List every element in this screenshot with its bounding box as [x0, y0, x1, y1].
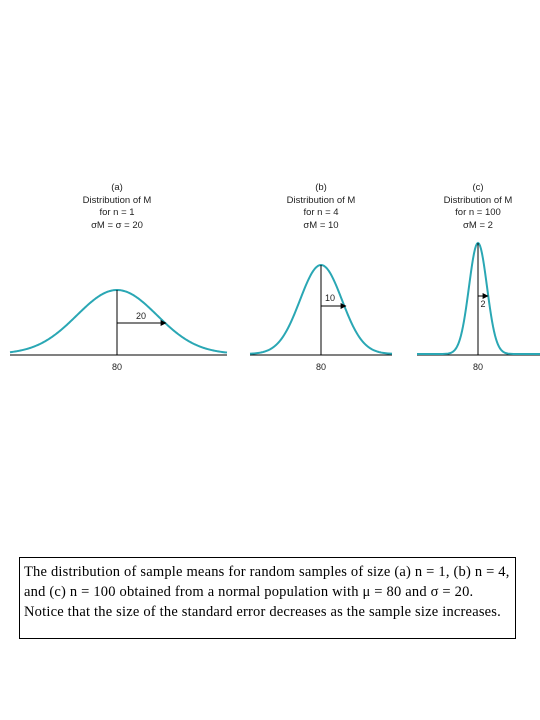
panel-a-center-tick-label: 80 — [112, 362, 122, 372]
panel-c-center-tick-label: 80 — [473, 362, 483, 372]
panel-b-center-tick-label: 80 — [316, 362, 326, 372]
panel-c-header-2: Distribution of M — [444, 195, 513, 206]
panel-b-header-4: σM = 10 — [303, 220, 338, 231]
panel-a-curve — [9, 288, 228, 354]
panel-a-header-1: (a) — [111, 182, 123, 193]
panel-c-se-label: 2 — [480, 299, 485, 309]
panel-c-header-1: (c) — [472, 182, 483, 193]
panel-a-header-2: Distribution of M — [83, 195, 152, 206]
panel-a-header-4: σM = σ = 20 — [91, 220, 143, 231]
panel-b-header-1: (b) — [315, 182, 327, 193]
panel-b-header-2: Distribution of M — [287, 195, 356, 206]
panel-c-header-3: for n = 100 — [455, 207, 501, 218]
panel-a: (a) Distribution of M for n = 1 σM = σ =… — [9, 182, 228, 372]
panel-b-header-3: for n = 4 — [303, 207, 338, 218]
panel-a-header-3: for n = 1 — [99, 207, 134, 218]
panel-a-se-label: 20 — [136, 311, 146, 321]
panel-b-se-label: 10 — [325, 293, 335, 303]
panel-c: (c) Distribution of M for n = 100 σM = 2… — [417, 182, 540, 372]
panel-b: (b) Distribution of M for n = 4 σM = 10 … — [249, 182, 393, 372]
figure-caption: The distribution of sample means for ran… — [19, 557, 516, 639]
panel-c-header-4: σM = 2 — [463, 220, 493, 231]
